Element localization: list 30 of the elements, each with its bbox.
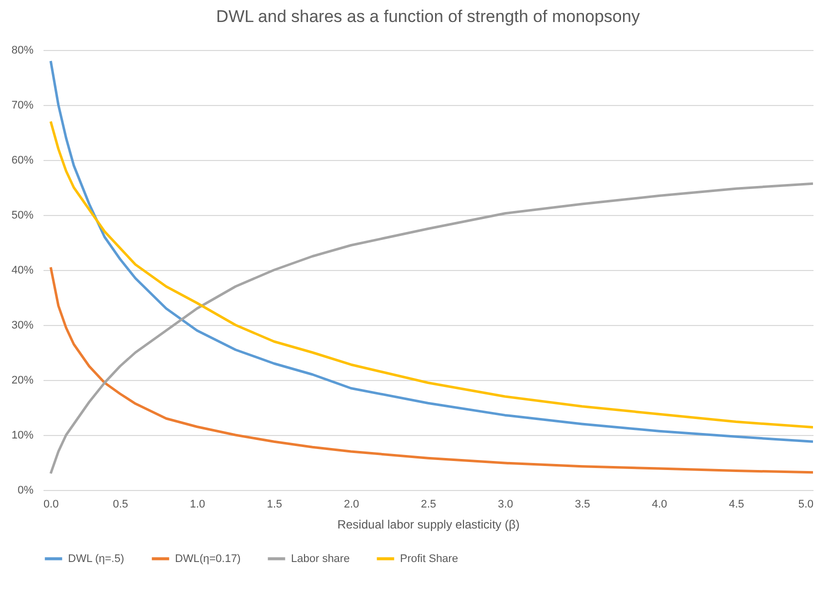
x-tick-label: 3.5: [574, 498, 590, 510]
legend-label: Labor share: [291, 552, 350, 565]
y-tick-label: 60%: [11, 154, 34, 166]
x-tick-label: 3.0: [498, 498, 514, 510]
x-tick-label: 0.0: [44, 498, 59, 510]
legend-label: Profit Share: [400, 552, 458, 565]
x-tick-label: 1.0: [190, 498, 206, 510]
legend-label: DWL(η=0.17): [175, 552, 241, 565]
line-series: [49, 120, 813, 429]
x-tick-label: 2.0: [344, 498, 360, 510]
line-series: [49, 60, 813, 443]
y-tick-label: 40%: [11, 264, 34, 276]
y-tick-label: 10%: [11, 430, 34, 442]
y-tick-label: 80%: [11, 44, 34, 56]
x-tick-label: 5.0: [798, 498, 814, 510]
y-tick-label: 20%: [11, 374, 34, 386]
legend-label: DWL (η=.5): [68, 552, 124, 565]
y-tick-label: 0%: [18, 484, 34, 496]
x-tick-label: 4.5: [728, 498, 744, 510]
x-axis-title: Residual labor supply elasticity (β): [337, 518, 520, 532]
line-series: [49, 182, 813, 475]
y-tick-label: 70%: [11, 100, 34, 112]
x-tick-label: 2.5: [420, 498, 436, 510]
x-tick-label: 4.0: [652, 498, 668, 510]
line-series: [49, 266, 813, 474]
x-tick-label: 1.5: [266, 498, 282, 510]
chart-title: DWL and shares as a function of strength of monopsony: [216, 7, 640, 26]
y-tick-label: 50%: [11, 210, 34, 222]
x-tick-label: 0.5: [112, 498, 128, 510]
y-tick-label: 30%: [11, 320, 34, 332]
